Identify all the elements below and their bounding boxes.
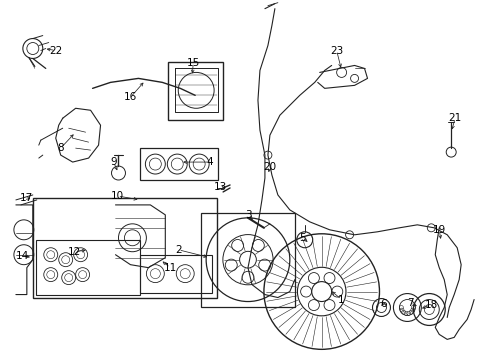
- Text: 1: 1: [338, 294, 344, 305]
- Text: 22: 22: [49, 45, 62, 55]
- Text: 18: 18: [424, 300, 437, 310]
- Text: 20: 20: [263, 162, 276, 172]
- Text: 14: 14: [16, 251, 29, 261]
- Text: 6: 6: [379, 298, 386, 309]
- Text: 8: 8: [57, 143, 64, 153]
- Bar: [140, 255, 212, 293]
- Text: 7: 7: [406, 297, 413, 307]
- Text: 11: 11: [163, 263, 177, 273]
- Bar: [140, 148, 218, 180]
- Bar: [168, 62, 223, 120]
- Text: 15: 15: [186, 58, 200, 68]
- Text: 10: 10: [111, 191, 124, 201]
- Text: 3: 3: [244, 210, 251, 220]
- Text: 19: 19: [432, 225, 445, 235]
- Bar: [33, 198, 217, 298]
- Text: 13: 13: [213, 182, 226, 192]
- Text: 5: 5: [299, 233, 305, 243]
- Text: 16: 16: [123, 92, 137, 102]
- Text: 9: 9: [110, 157, 117, 167]
- Bar: [201, 213, 294, 306]
- Bar: [36, 240, 140, 294]
- Text: 17: 17: [20, 193, 33, 203]
- Text: 21: 21: [447, 113, 461, 123]
- Text: 4: 4: [206, 157, 213, 167]
- Text: 2: 2: [175, 245, 181, 255]
- Text: 23: 23: [329, 45, 343, 55]
- Text: 12: 12: [68, 247, 81, 257]
